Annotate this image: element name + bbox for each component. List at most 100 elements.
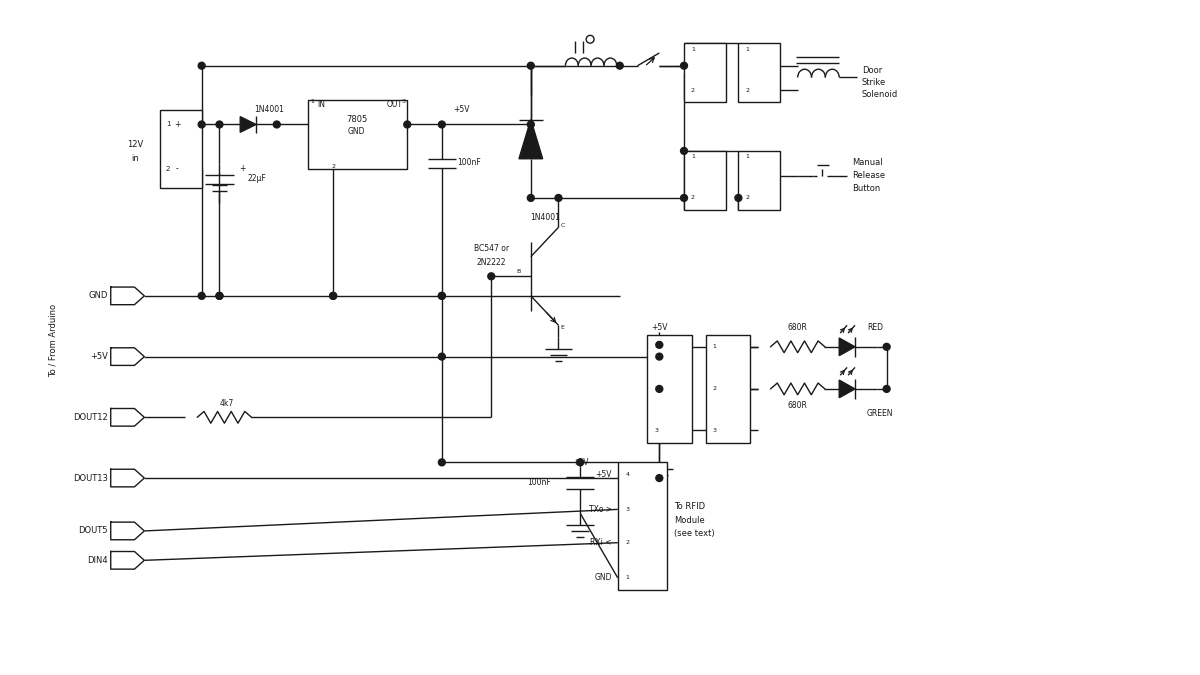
Circle shape bbox=[527, 62, 534, 69]
Text: 2: 2 bbox=[713, 386, 716, 391]
Bar bbox=[706, 335, 750, 443]
Polygon shape bbox=[110, 469, 144, 487]
Text: DOUT12: DOUT12 bbox=[73, 413, 108, 422]
Text: 1: 1 bbox=[166, 122, 170, 128]
Circle shape bbox=[438, 353, 445, 360]
Text: (see text): (see text) bbox=[674, 529, 715, 539]
Text: DIN4: DIN4 bbox=[88, 556, 108, 565]
Circle shape bbox=[438, 459, 445, 466]
Text: +: + bbox=[239, 164, 245, 173]
Circle shape bbox=[577, 459, 583, 466]
Circle shape bbox=[527, 121, 534, 128]
Text: 1: 1 bbox=[745, 155, 749, 159]
Circle shape bbox=[656, 475, 662, 481]
Circle shape bbox=[680, 194, 688, 201]
Text: 22μF: 22μF bbox=[247, 174, 266, 183]
Text: +5V: +5V bbox=[595, 470, 612, 479]
Bar bbox=[308, 100, 407, 169]
Text: 12V: 12V bbox=[127, 140, 144, 148]
Text: Release: Release bbox=[852, 171, 886, 180]
Text: TXo >: TXo > bbox=[589, 505, 612, 514]
Text: 2: 2 bbox=[331, 164, 335, 169]
Circle shape bbox=[438, 292, 445, 299]
Circle shape bbox=[216, 292, 223, 299]
Bar bbox=[684, 151, 726, 210]
Circle shape bbox=[330, 292, 336, 299]
Text: To RFID: To RFID bbox=[674, 502, 706, 511]
Text: in: in bbox=[132, 155, 139, 163]
Bar bbox=[738, 43, 780, 102]
Text: DOUT5: DOUT5 bbox=[78, 526, 108, 535]
Text: +5V: +5V bbox=[90, 352, 108, 361]
Text: 1: 1 bbox=[691, 155, 695, 159]
Text: Door: Door bbox=[862, 66, 882, 75]
Text: C: C bbox=[560, 223, 565, 228]
Polygon shape bbox=[518, 119, 542, 159]
Polygon shape bbox=[110, 348, 144, 365]
Text: Solenoid: Solenoid bbox=[862, 90, 898, 99]
Text: 2N2222: 2N2222 bbox=[476, 258, 506, 267]
Text: Manual: Manual bbox=[852, 158, 883, 167]
Text: 1: 1 bbox=[713, 344, 716, 349]
Circle shape bbox=[330, 292, 336, 299]
Text: +5V: +5V bbox=[572, 458, 588, 467]
Text: 1: 1 bbox=[625, 576, 630, 580]
Text: 100nF: 100nF bbox=[457, 158, 481, 167]
Circle shape bbox=[438, 121, 445, 128]
Circle shape bbox=[617, 62, 623, 69]
Text: 3: 3 bbox=[401, 99, 406, 105]
Text: 3: 3 bbox=[713, 427, 716, 433]
Circle shape bbox=[216, 292, 223, 299]
Text: RED: RED bbox=[866, 323, 883, 331]
Polygon shape bbox=[110, 551, 144, 569]
Text: 3: 3 bbox=[654, 427, 659, 433]
Text: 2: 2 bbox=[745, 196, 749, 200]
Polygon shape bbox=[240, 117, 256, 132]
Text: 2: 2 bbox=[654, 386, 659, 391]
Text: GND: GND bbox=[348, 127, 366, 136]
Text: RXi <: RXi < bbox=[590, 538, 612, 547]
Circle shape bbox=[274, 121, 281, 128]
Text: 2: 2 bbox=[625, 540, 630, 545]
Circle shape bbox=[883, 385, 890, 392]
Text: +5V: +5V bbox=[454, 105, 470, 114]
Text: 4k7: 4k7 bbox=[220, 399, 234, 408]
Bar bbox=[618, 462, 667, 590]
Text: 680R: 680R bbox=[787, 401, 808, 410]
Text: GND: GND bbox=[89, 292, 108, 300]
Circle shape bbox=[734, 194, 742, 201]
Text: Button: Button bbox=[852, 184, 881, 192]
Text: 1N4001: 1N4001 bbox=[254, 105, 284, 114]
Circle shape bbox=[198, 292, 205, 299]
Circle shape bbox=[656, 342, 662, 348]
Circle shape bbox=[488, 273, 494, 279]
Bar bbox=[738, 151, 780, 210]
Text: Strike: Strike bbox=[862, 78, 886, 87]
Text: 1: 1 bbox=[745, 47, 749, 51]
Bar bbox=[648, 335, 692, 443]
Text: 1: 1 bbox=[311, 99, 314, 105]
Polygon shape bbox=[839, 380, 856, 398]
Text: -: - bbox=[175, 164, 179, 173]
Bar bbox=[684, 43, 726, 102]
Text: 2: 2 bbox=[745, 88, 749, 92]
Circle shape bbox=[656, 385, 662, 392]
Text: 100nF: 100nF bbox=[527, 479, 551, 487]
Text: 1: 1 bbox=[654, 344, 659, 349]
Text: GREEN: GREEN bbox=[866, 409, 893, 418]
Polygon shape bbox=[110, 408, 144, 426]
Text: Module: Module bbox=[674, 516, 704, 524]
Text: +5V: +5V bbox=[652, 323, 667, 331]
Polygon shape bbox=[110, 287, 144, 304]
Text: To / From Arduino: To / From Arduino bbox=[49, 303, 58, 377]
Text: 3: 3 bbox=[625, 507, 630, 512]
Text: 1: 1 bbox=[691, 47, 695, 51]
Text: 2: 2 bbox=[691, 196, 695, 200]
Text: 7805: 7805 bbox=[347, 115, 367, 124]
Text: DOUT13: DOUT13 bbox=[73, 474, 108, 483]
Text: 2: 2 bbox=[166, 165, 170, 171]
Circle shape bbox=[883, 344, 890, 350]
Circle shape bbox=[656, 353, 662, 360]
Circle shape bbox=[198, 121, 205, 128]
Text: E: E bbox=[560, 325, 564, 329]
